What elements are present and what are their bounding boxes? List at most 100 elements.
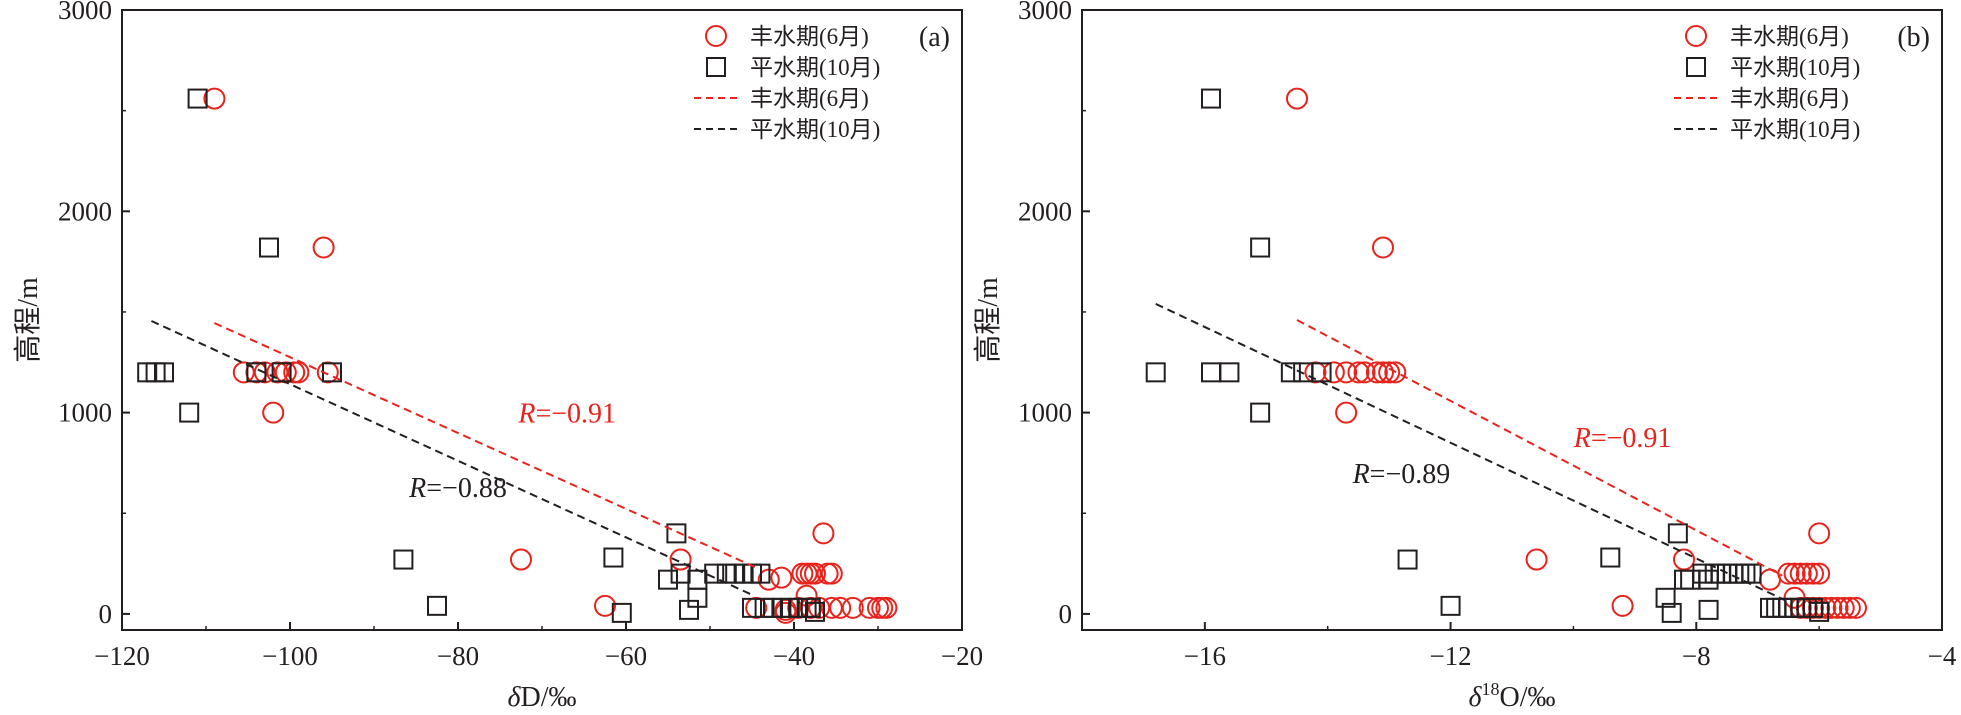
legend-label: 平水期(10月) <box>1730 117 1860 142</box>
y-tick-label: 1000 <box>1018 398 1072 428</box>
x-tick-label: −12 <box>1429 641 1471 671</box>
r-annotation: R=−0.91 <box>1573 423 1672 454</box>
fit-line <box>1296 319 1783 577</box>
point-square <box>1796 597 1817 618</box>
point-circle <box>1286 87 1308 110</box>
point-circle <box>875 596 898 619</box>
point-square <box>427 595 447 616</box>
point-square <box>1698 599 1719 620</box>
point-square <box>1760 597 1780 618</box>
point-square <box>1692 563 1713 584</box>
point-circle <box>812 522 835 545</box>
point-square <box>742 597 762 618</box>
point-circle <box>1372 236 1394 259</box>
x-tick-label: −80 <box>437 641 479 671</box>
r-annotation: R=−0.91 <box>517 399 616 430</box>
point-square <box>1201 362 1221 383</box>
r-annotation: R=−0.89 <box>1352 459 1451 490</box>
legend-square-icon <box>1686 57 1706 77</box>
point-square <box>1440 595 1461 616</box>
x-tick-label: −16 <box>1184 641 1226 671</box>
plot-frame <box>1081 9 1943 631</box>
point-circle <box>1353 361 1376 384</box>
point-circle <box>1808 522 1831 545</box>
legend-circle-icon <box>1685 25 1707 47</box>
x-tick-label: −60 <box>605 641 647 671</box>
r-annotation-value: =−0.89 <box>1370 459 1451 490</box>
legend-circle-icon <box>705 25 727 47</box>
point-square <box>179 402 200 423</box>
point-circle <box>1838 596 1861 619</box>
point-circle <box>1322 361 1345 384</box>
point-circle <box>841 596 864 619</box>
point-square <box>750 563 771 584</box>
point-circle <box>1783 562 1806 585</box>
point-square <box>187 88 208 109</box>
point-circle <box>1802 562 1824 585</box>
point-circle <box>312 236 335 259</box>
x-tick-label: −40 <box>773 641 815 671</box>
x-tick-label: −120 <box>94 641 150 671</box>
legend-label: 丰水期(6月) <box>750 24 869 49</box>
point-square <box>1698 569 1719 590</box>
point-square <box>800 597 821 618</box>
legend-square-icon <box>706 57 726 77</box>
point-square <box>246 362 267 383</box>
point-circle <box>203 87 226 110</box>
x-tick-label: −8 <box>1682 641 1711 671</box>
point-square <box>666 523 687 544</box>
point-circle <box>1372 361 1394 384</box>
point-circle <box>1347 361 1370 384</box>
x-axis-label-sup: 18 <box>1482 679 1500 699</box>
point-circle <box>1673 548 1695 571</box>
point-square <box>603 547 624 568</box>
point-square <box>393 549 414 570</box>
point-circle <box>1335 401 1358 424</box>
point-square <box>704 563 725 584</box>
point-square <box>1680 569 1701 590</box>
point-square <box>1674 569 1694 590</box>
point-circle <box>262 401 285 424</box>
point-square <box>154 362 174 383</box>
point-square <box>1397 549 1418 570</box>
point-square <box>1145 362 1166 383</box>
r-annotation-value: =−0.91 <box>1591 423 1672 454</box>
point-circle <box>871 596 894 619</box>
point-circle <box>316 361 339 384</box>
r-annotation-symbol: R <box>1352 459 1370 490</box>
point-square <box>1219 362 1240 383</box>
point-circle <box>1365 361 1388 384</box>
point-square <box>1809 601 1830 622</box>
y-tick-label: 2000 <box>1018 196 1072 226</box>
r-annotation: R=−0.88 <box>408 473 507 504</box>
point-circle <box>1759 568 1781 591</box>
point-circle <box>1384 361 1407 384</box>
x-tick-label: −100 <box>262 641 318 671</box>
fit-line <box>1155 302 1789 603</box>
point-square <box>259 237 279 258</box>
x-tick-label: −20 <box>941 641 983 671</box>
point-circle <box>804 562 826 585</box>
point-circle <box>594 594 616 617</box>
x-axis-label-delta: δ <box>507 682 521 713</box>
point-square <box>1803 597 1823 618</box>
x-axis-label: δD/‰ <box>507 682 576 713</box>
point-square <box>658 569 678 590</box>
point-circle <box>1611 594 1634 617</box>
legend-label: 丰水期(6月) <box>1730 86 1849 111</box>
point-circle <box>1845 596 1867 619</box>
point-square <box>1661 602 1682 623</box>
point-circle <box>1795 562 1818 585</box>
point-square <box>1729 563 1750 584</box>
point-square <box>1655 587 1676 608</box>
legend-label: 平水期(10月) <box>750 55 880 80</box>
panel-a: −120 −100 −80 −60 −40 −20 0 1000 2000 3000 高程/m δD/… <box>12 0 983 713</box>
point-square <box>1741 563 1762 584</box>
legend-label: 丰水期(6月) <box>750 86 869 111</box>
r-annotation-value: =−0.91 <box>535 399 616 430</box>
y-tick-label: 3000 <box>58 0 112 25</box>
panel-b: −16 −12 −8 −40100020003000高程/mδ18O/‰(b)R=−0… <box>972 0 1957 713</box>
point-circle <box>1789 562 1812 585</box>
point-square <box>1766 597 1787 618</box>
